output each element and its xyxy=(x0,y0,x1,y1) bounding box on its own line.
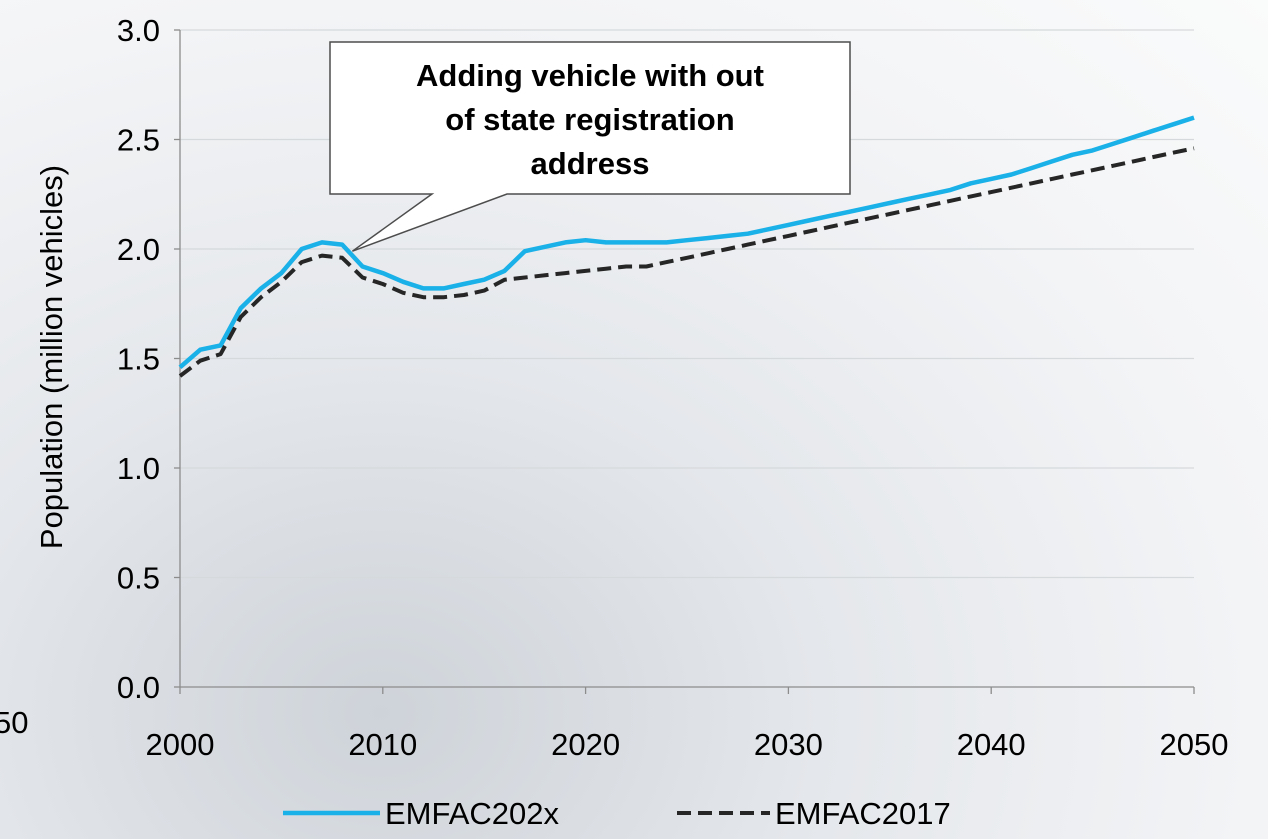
y-axis-title: Population (million vehicles) xyxy=(34,165,69,549)
series-lines xyxy=(178,115,1195,378)
x-tick-label: 2040 xyxy=(957,727,1026,762)
cut-off-tick-label: 50 xyxy=(0,705,28,740)
annotation-callout: Adding vehicle with out of state registra… xyxy=(329,41,851,252)
legend-label: EMFAC202x xyxy=(385,796,560,831)
legend-label: EMFAC2017 xyxy=(775,796,951,831)
callout-text-line: of state registration xyxy=(445,102,734,137)
series-line-emfac202x xyxy=(178,115,1195,370)
callout-text-line: Adding vehicle with out xyxy=(416,58,764,93)
y-tick-label: 1.5 xyxy=(117,342,160,377)
legend: EMFAC202x EMFAC2017 xyxy=(283,796,951,831)
y-tick-label: 3.0 xyxy=(117,13,160,48)
series-line-emfac2017 xyxy=(178,146,1195,378)
x-tick-label: 2000 xyxy=(146,727,215,762)
y-tick-label: 0.0 xyxy=(117,670,160,705)
y-tick-label: 0.5 xyxy=(117,561,160,596)
callout-text-line: address xyxy=(531,146,650,181)
x-tick-label: 2030 xyxy=(754,727,823,762)
x-tick-label: 2050 xyxy=(1160,727,1229,762)
y-tick-label: 2.5 xyxy=(117,123,160,158)
callout-box xyxy=(329,41,851,252)
x-tick-label: 2020 xyxy=(551,727,620,762)
axes: 0.0 0.5 1.0 1.5 2.0 2.5 3.0 2000 2010 2020 2030 204… xyxy=(117,13,1229,762)
x-tick-label: 2010 xyxy=(348,727,417,762)
y-tick-label: 1.0 xyxy=(117,451,160,486)
y-tick-label: 2.0 xyxy=(117,232,160,267)
